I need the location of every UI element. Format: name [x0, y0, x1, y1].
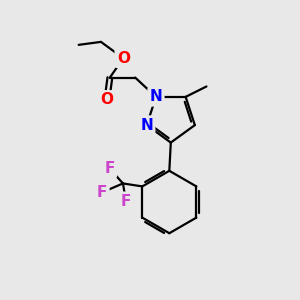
Text: F: F [97, 185, 107, 200]
Text: N: N [140, 118, 153, 133]
Text: O: O [100, 92, 113, 107]
Text: N: N [150, 89, 162, 104]
Text: F: F [104, 161, 115, 176]
Text: F: F [121, 194, 131, 209]
Text: O: O [117, 51, 130, 66]
